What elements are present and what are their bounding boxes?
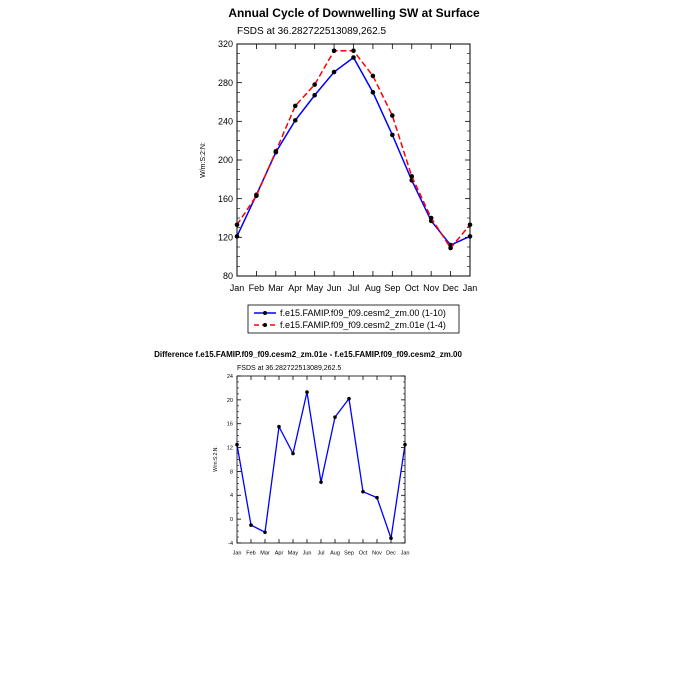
chart1-legend: f.e15.FAMIP.f09_f09.cesm2_zm.00 (1-10) f… <box>247 304 460 334</box>
x-tick-label-2: Mar <box>260 551 270 557</box>
x-tick-label-1: Feb <box>249 283 265 293</box>
series-line-0 <box>236 391 406 539</box>
x-tick-label-10: Nov <box>423 283 440 293</box>
series-1-point-1 <box>254 193 259 199</box>
series-0-point-1 <box>249 523 253 527</box>
series-0-point-8 <box>347 396 351 401</box>
series-0-point-10 <box>375 495 379 500</box>
x-tick-label-8: Sep <box>344 551 354 557</box>
series-0-point-4 <box>291 451 295 456</box>
x-tick-label-1: Feb <box>246 551 255 557</box>
y-tick-label-1: 0 <box>230 517 233 523</box>
series-0-point-3 <box>277 424 281 429</box>
legend-label-0: f.e15.FAMIP.f09_f09.cesm2_zm.00 (1-10) <box>280 308 446 318</box>
x-tick-label-6: Jul <box>317 551 324 557</box>
series-0-point-3 <box>292 118 298 123</box>
series-0-point-9 <box>361 489 365 494</box>
x-tick-label-9: Oct <box>405 283 420 293</box>
x-tick-label-2: Mar <box>268 283 284 293</box>
y-tick-label-2: 160 <box>218 194 233 204</box>
series-0-point-6 <box>351 55 356 60</box>
y-tick-label-7: 24 <box>227 374 233 380</box>
series-0-point-4 <box>312 92 317 98</box>
x-tick-label-0: Jan <box>233 551 242 557</box>
y-tick-label-1: 120 <box>218 232 233 242</box>
y-tick-label-4: 240 <box>218 116 233 126</box>
series-1-point-9 <box>409 174 415 179</box>
series-line-1 <box>236 50 471 250</box>
x-tick-label-9: Oct <box>359 551 368 557</box>
x-tick-label-8: Sep <box>384 283 400 293</box>
series-1-point-3 <box>292 103 298 109</box>
series-1-point-11 <box>448 245 453 251</box>
chart1-ylabel: W/m:S:2:N: <box>200 142 207 178</box>
y-tick-label-3: 8 <box>230 469 233 475</box>
x-tick-label-0: Jan <box>230 283 245 293</box>
x-tick-label-7: Aug <box>330 551 340 557</box>
series-1-point-6 <box>351 48 356 54</box>
x-tick-label-7: Aug <box>365 283 381 293</box>
chart1-plot-frame <box>236 43 471 277</box>
x-tick-label-3: Apr <box>275 551 284 557</box>
chart1-subtitle: FSDS at 36.282722513089,262.5 <box>237 26 386 37</box>
series-0-point-5 <box>305 390 309 394</box>
annual-cycle-chart: Annual Cycle of Downwelling SW at Surfac… <box>200 6 480 293</box>
y-tick-label-6: 320 <box>218 39 233 49</box>
series-1-point-8 <box>390 113 395 118</box>
series-1-point-7 <box>370 73 376 79</box>
chart2-title: Difference f.e15.FAMIP.f09_f09.cesm2_zm.… <box>154 350 462 359</box>
legend-entry-0: f.e15.FAMIP.f09_f09.cesm2_zm.00 (1-10) <box>254 308 446 318</box>
y-tick-label-5: 280 <box>218 78 233 88</box>
y-tick-label-2: 4 <box>230 493 233 499</box>
legend-frame <box>247 304 460 334</box>
y-tick-label-0: -4 <box>228 541 233 547</box>
y-tick-label-3: 200 <box>218 155 233 165</box>
series-0-point-11 <box>389 536 393 541</box>
series-0-point-2 <box>263 530 267 535</box>
x-tick-label-3: Apr <box>288 283 302 293</box>
legend-marker-1 <box>263 323 267 327</box>
series-1-point-2 <box>273 149 279 154</box>
chart2-ylabel: W/m:S:2:N: <box>213 446 219 472</box>
series-0-point-7 <box>370 90 376 95</box>
x-tick-label-5: Jun <box>303 551 312 557</box>
series-line-0 <box>236 56 471 246</box>
difference-chart: Difference f.e15.FAMIP.f09_f09.cesm2_zm.… <box>154 350 462 557</box>
legend-entry-1: f.e15.FAMIP.f09_f09.cesm2_zm.01e (1-4) <box>254 320 446 330</box>
series-0-point-8 <box>390 132 395 138</box>
chart2-plot-frame <box>236 375 406 544</box>
legend-marker-0 <box>263 311 267 315</box>
series-1-point-10 <box>428 215 434 221</box>
series-0-point-6 <box>319 480 323 484</box>
series-0-point-5 <box>331 69 337 75</box>
chart2-subtitle: FSDS at 36.282722513089,262.5 <box>237 365 341 372</box>
y-tick-label-6: 20 <box>227 398 233 404</box>
series-1-point-4 <box>312 82 317 87</box>
x-tick-label-4: May <box>306 283 324 293</box>
y-tick-label-0: 80 <box>223 271 233 281</box>
chart1-title: Annual Cycle of Downwelling SW at Surfac… <box>228 6 480 20</box>
x-tick-label-11: Dec <box>386 551 396 557</box>
legend-label-1: f.e15.FAMIP.f09_f09.cesm2_zm.01e (1-4) <box>280 320 446 330</box>
x-tick-label-11: Dec <box>443 283 460 293</box>
x-tick-label-6: Jul <box>348 283 360 293</box>
series-1-point-5 <box>331 48 337 54</box>
y-tick-label-5: 16 <box>227 422 233 428</box>
x-tick-label-5: Jun <box>327 283 342 293</box>
x-tick-label-10: Nov <box>372 551 382 557</box>
x-tick-label-12: Jan <box>463 283 478 293</box>
x-tick-label-4: May <box>288 551 299 557</box>
y-tick-label-4: 12 <box>227 445 233 451</box>
series-0-point-7 <box>333 415 337 419</box>
x-tick-label-12: Jan <box>401 551 410 557</box>
